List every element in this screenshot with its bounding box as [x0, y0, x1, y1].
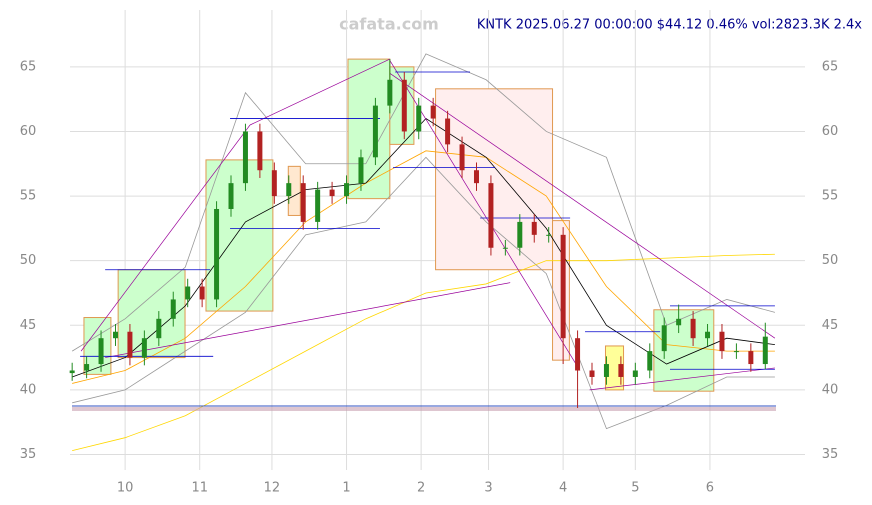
y-tick-label: 40 — [20, 382, 37, 397]
candle-body — [603, 364, 609, 377]
candle-body — [387, 79, 393, 106]
candle-body — [733, 351, 739, 353]
y-tick-label-right: 60 — [822, 124, 839, 139]
trend-line — [389, 73, 776, 339]
candle-body — [690, 318, 696, 339]
candle-body — [84, 364, 90, 371]
trend-line — [389, 60, 581, 371]
y-tick-label: 55 — [20, 189, 37, 204]
x-tick-label: 12 — [264, 481, 281, 496]
y-tick-label-right: 35 — [822, 447, 839, 462]
y-tick-label-right: 50 — [822, 253, 839, 268]
candle-body — [546, 234, 552, 236]
candle-body — [170, 299, 176, 319]
candle-body — [762, 336, 768, 365]
candle-body — [676, 318, 682, 326]
candle-body — [199, 286, 205, 300]
volume-strip — [72, 407, 776, 411]
candle-body — [459, 144, 465, 171]
candle-body — [705, 331, 711, 339]
candle-body — [416, 105, 422, 132]
zone-box — [83, 317, 112, 375]
y-tick-label: 50 — [20, 253, 37, 268]
candle-body — [372, 105, 378, 158]
trend-line — [80, 124, 251, 352]
candle-body — [560, 234, 566, 339]
candle-body — [430, 105, 436, 119]
indicator-line — [72, 118, 775, 378]
zone-box — [347, 58, 391, 200]
candle-body — [517, 221, 523, 248]
candle-body — [315, 189, 321, 222]
watermark: cafata.com — [339, 15, 439, 34]
candle-body — [647, 351, 653, 371]
candle-body — [473, 170, 479, 184]
candle-body — [156, 318, 162, 339]
trend-line — [105, 282, 511, 358]
y-tick-label: 60 — [20, 124, 37, 139]
indicator-line — [72, 253, 775, 452]
x-tick-label: 2 — [417, 481, 425, 496]
candle-body — [242, 131, 248, 184]
candle-body — [271, 170, 277, 197]
trend-line — [589, 367, 775, 391]
candle-body — [257, 131, 263, 171]
candle-body — [445, 118, 451, 145]
candle-body — [300, 183, 306, 222]
candle-body — [69, 370, 75, 374]
indicator-line — [72, 156, 775, 430]
candle-body — [618, 364, 624, 377]
y-tick-label: 65 — [20, 59, 37, 74]
candle-body — [502, 247, 508, 249]
candle-body — [214, 208, 220, 300]
candle-body — [661, 325, 667, 352]
candle-body — [329, 189, 335, 197]
x-tick-label: 1 — [342, 481, 350, 496]
candle-body — [286, 183, 292, 197]
candle-body — [344, 183, 350, 197]
candle-body — [488, 183, 494, 248]
candle-body — [127, 331, 133, 358]
candle-body — [112, 331, 118, 339]
candle-body — [748, 351, 754, 365]
candles — [69, 59, 768, 408]
y-tick-label-right: 55 — [822, 189, 839, 204]
candle-body — [531, 221, 537, 235]
candle-body — [185, 286, 191, 300]
candle-body — [575, 338, 581, 371]
trend-line — [249, 58, 390, 126]
candle-body — [719, 331, 725, 352]
chart-title: KNTK 2025.06.27 00:00:00 $44.12 0.46% vo… — [477, 18, 862, 33]
y-tick-label-right: 40 — [822, 382, 839, 397]
candle-body — [632, 370, 638, 377]
candle-body — [358, 157, 364, 184]
candle-body — [228, 183, 234, 209]
indicator-lines — [71, 53, 776, 452]
x-tick-label: 4 — [559, 481, 567, 496]
candle-body — [98, 338, 104, 365]
y-tick-label: 45 — [20, 318, 37, 333]
zone-box — [435, 88, 554, 271]
candle-body — [401, 79, 407, 132]
x-tick-label: 11 — [191, 481, 208, 496]
x-tick-label: 5 — [631, 481, 639, 496]
candle-body — [589, 370, 595, 377]
y-tick-label-right: 65 — [822, 59, 839, 74]
y-tick-label-right: 45 — [822, 318, 839, 333]
x-tick-label: 6 — [706, 481, 714, 496]
x-tick-label: 3 — [484, 481, 492, 496]
candle-body — [141, 338, 147, 358]
x-tick-label: 10 — [117, 481, 134, 496]
y-tick-label: 35 — [20, 447, 37, 462]
